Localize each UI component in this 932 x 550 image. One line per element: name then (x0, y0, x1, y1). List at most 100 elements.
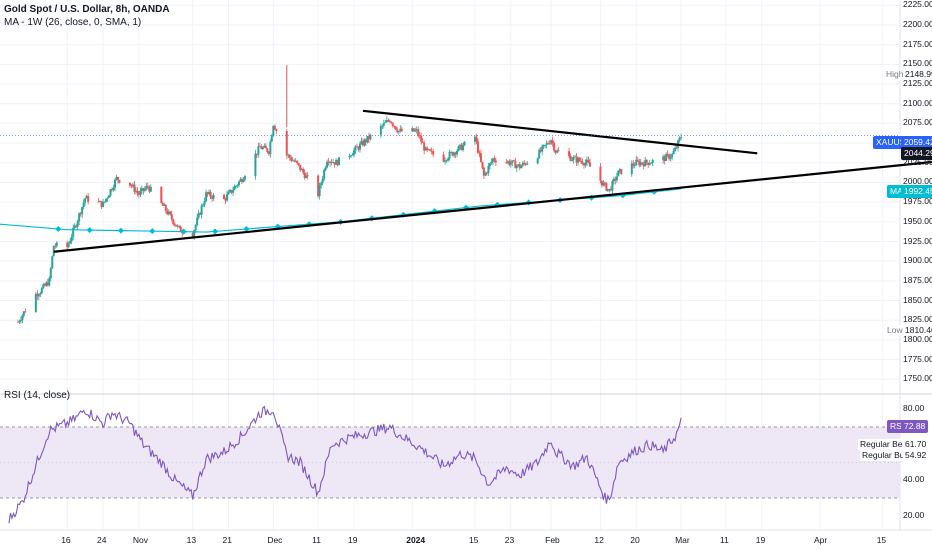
candle-body (329, 161, 332, 163)
candle-body (599, 166, 602, 181)
candle-body (108, 195, 111, 198)
candle-body (608, 188, 611, 190)
candle-body (294, 160, 297, 162)
rsi-band (0, 426, 900, 499)
candle-body (473, 136, 476, 142)
candle-body (557, 150, 560, 152)
candle-body (578, 157, 581, 161)
candle-body (391, 123, 394, 126)
price-axis[interactable]: 2225.000 2200.000 2175.000 2150.000 2125.000… (900, 0, 932, 395)
candle-body (547, 143, 550, 144)
candle-body (169, 211, 172, 215)
candle-body (556, 150, 559, 153)
candle-body (111, 189, 114, 190)
candle-body (381, 125, 384, 127)
candle-body (260, 146, 263, 150)
price-tick-label: 1825.000 (903, 314, 932, 325)
candle-body (257, 146, 260, 155)
candle-body (54, 245, 57, 247)
candle-body (134, 190, 137, 192)
candle-body (21, 315, 24, 321)
high-value: 2148.990 (903, 69, 932, 80)
candle-body (205, 192, 208, 202)
candle-body (118, 180, 121, 183)
candle-body (236, 185, 239, 186)
price-tick-label: 1900.000 (903, 255, 932, 266)
bullish-value: 54.92 (903, 450, 929, 461)
candle-body (49, 268, 52, 279)
candle-body (203, 201, 206, 205)
candle-body (130, 185, 133, 187)
candle-body (671, 153, 674, 158)
candle-body (163, 204, 166, 206)
candle-body (273, 125, 276, 130)
candle-body (323, 169, 326, 179)
candle-body (16, 321, 19, 323)
candle-body (164, 204, 167, 211)
candle-body (266, 148, 269, 153)
candle-body (548, 143, 551, 145)
candle-body (357, 147, 360, 150)
candle-body (517, 164, 520, 166)
price-tick-label: 2200.000 (903, 18, 932, 29)
candle-body (51, 256, 54, 269)
candle-body (450, 152, 453, 153)
candle-body (136, 190, 139, 193)
candle-body (137, 192, 140, 195)
trendline-ascending (53, 160, 932, 253)
candle-body (202, 204, 205, 206)
candle-body (541, 146, 544, 152)
price-tick-label: 1850.000 (903, 294, 932, 305)
candle-body (678, 137, 681, 141)
price-tick-label: 1750.000 (903, 373, 932, 384)
candle-body (521, 162, 524, 166)
candle-body (641, 162, 644, 164)
rsi-tick-label: 20.00 (903, 509, 925, 520)
candle-body (22, 311, 25, 316)
candle-body (394, 126, 397, 130)
candle-body (133, 184, 136, 192)
low-label: Low (885, 325, 905, 336)
time-axis[interactable]: 16 24 Nov 13 21 Dec 11 19 2024 15 23 Feb 12 20 Mar 11 19… (0, 530, 932, 550)
candle-body (354, 146, 357, 151)
candle-body (605, 183, 608, 191)
candle-body (176, 225, 179, 227)
candle-body (191, 233, 194, 237)
candle-body (666, 154, 669, 155)
ma-marker (180, 228, 187, 235)
candle-body (481, 161, 484, 168)
time-tick-label: 15 (468, 535, 479, 545)
candle-body (254, 153, 257, 177)
ma-marker (86, 227, 93, 234)
time-tick-label: 13 (186, 535, 197, 545)
candle-body (243, 176, 246, 180)
candle-body (571, 159, 574, 161)
candle-body (258, 146, 261, 147)
candle-body (417, 129, 420, 136)
candle-body (423, 142, 426, 151)
candle-body (69, 241, 72, 244)
time-tick-label: Nov (132, 535, 149, 545)
candle-body (234, 185, 237, 187)
candle-body (239, 179, 242, 182)
candle-body (37, 294, 40, 297)
rsi-axis[interactable]: 80.00 40.00 20.00 (900, 395, 932, 535)
candle-body (574, 156, 577, 158)
candle-body (67, 243, 70, 248)
candle-body (82, 202, 85, 208)
candle-body (166, 210, 169, 215)
candle-body (445, 160, 448, 162)
candle-body (161, 202, 164, 206)
candle-body (263, 145, 266, 148)
candle-body (645, 159, 648, 163)
candle-body (399, 128, 402, 132)
candle-body (553, 142, 556, 151)
candle-body (385, 120, 388, 123)
candle-body (318, 185, 321, 197)
candle-body (382, 122, 385, 126)
candle-body (288, 154, 291, 158)
second-price-tag: 2044.290 (901, 147, 932, 160)
candle-body (512, 160, 515, 162)
candle-body (143, 188, 146, 191)
